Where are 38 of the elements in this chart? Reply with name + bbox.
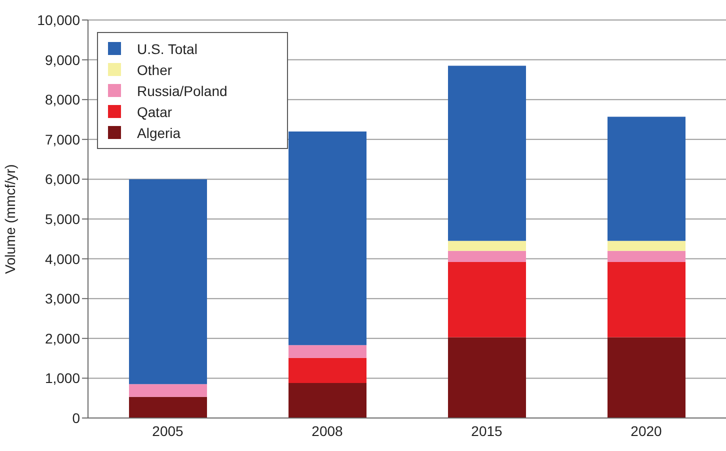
y-tick-label: 5,000 — [44, 210, 80, 227]
bar — [129, 179, 207, 384]
x-tick-label: 2020 — [630, 422, 662, 439]
y-tick-label: 4,000 — [44, 250, 80, 267]
bar — [448, 262, 526, 338]
x-tick-label: 2008 — [312, 422, 344, 439]
bar — [129, 384, 207, 397]
y-tick-label: 10,000 — [37, 12, 80, 28]
legend-label: Qatar — [137, 104, 172, 120]
legend-label: U.S. Total — [137, 40, 198, 56]
legend-label: Other — [137, 62, 172, 78]
bar — [448, 240, 526, 251]
bar — [608, 250, 686, 262]
bar — [288, 382, 366, 418]
y-tick-label: 1,000 — [44, 370, 80, 386]
y-tick-label: 7,000 — [44, 131, 80, 148]
bar — [448, 337, 526, 418]
y-tick-label: 6,000 — [44, 171, 80, 188]
bar — [448, 250, 526, 262]
legend-label: Russia/Poland — [137, 82, 228, 98]
legend-label: Algeria — [137, 124, 181, 140]
bar — [608, 262, 686, 338]
y-tick-label: 0 — [72, 410, 80, 426]
bar — [129, 396, 207, 418]
bar — [288, 345, 366, 358]
x-tick-label: 2005 — [152, 422, 184, 439]
y-tick-label: 8,000 — [44, 92, 80, 108]
y-tick-label: 3,000 — [44, 290, 80, 307]
y-axis-title: Volume (mmcf/yr) — [2, 164, 18, 274]
bar — [448, 66, 526, 241]
x-tick-label: 2015 — [471, 422, 503, 439]
bar — [608, 116, 686, 241]
bar — [608, 240, 686, 251]
y-tick-label: 9,000 — [44, 52, 80, 68]
bar — [288, 131, 366, 346]
bar — [608, 337, 686, 418]
bar — [288, 358, 366, 383]
y-tick-label: 2,000 — [44, 330, 80, 346]
